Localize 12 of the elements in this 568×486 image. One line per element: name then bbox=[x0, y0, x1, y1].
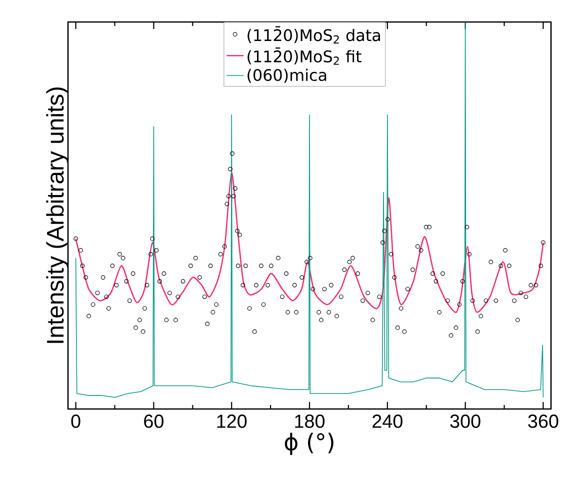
x-tick-label: 240 bbox=[372, 414, 402, 428]
x-axis-title: ϕ (°) bbox=[284, 432, 334, 455]
x-tick-label: 360 bbox=[528, 414, 558, 428]
y-axis-title: Intensity (Arbitrary units) bbox=[46, 87, 68, 343]
x-tick-label: 120 bbox=[217, 414, 247, 428]
x-tick-label: 0 bbox=[71, 414, 80, 428]
legend-label: (112̄0)MoS$_{2}$ fit bbox=[248, 47, 362, 65]
x-tick-label: 300 bbox=[450, 414, 480, 428]
legend-label: (060)mica bbox=[248, 68, 326, 83]
x-tick-label: 60 bbox=[144, 414, 164, 428]
legend-label: (112̄0)MoS$_{2}$ data bbox=[248, 26, 380, 44]
x-tick-label: 180 bbox=[295, 414, 325, 428]
